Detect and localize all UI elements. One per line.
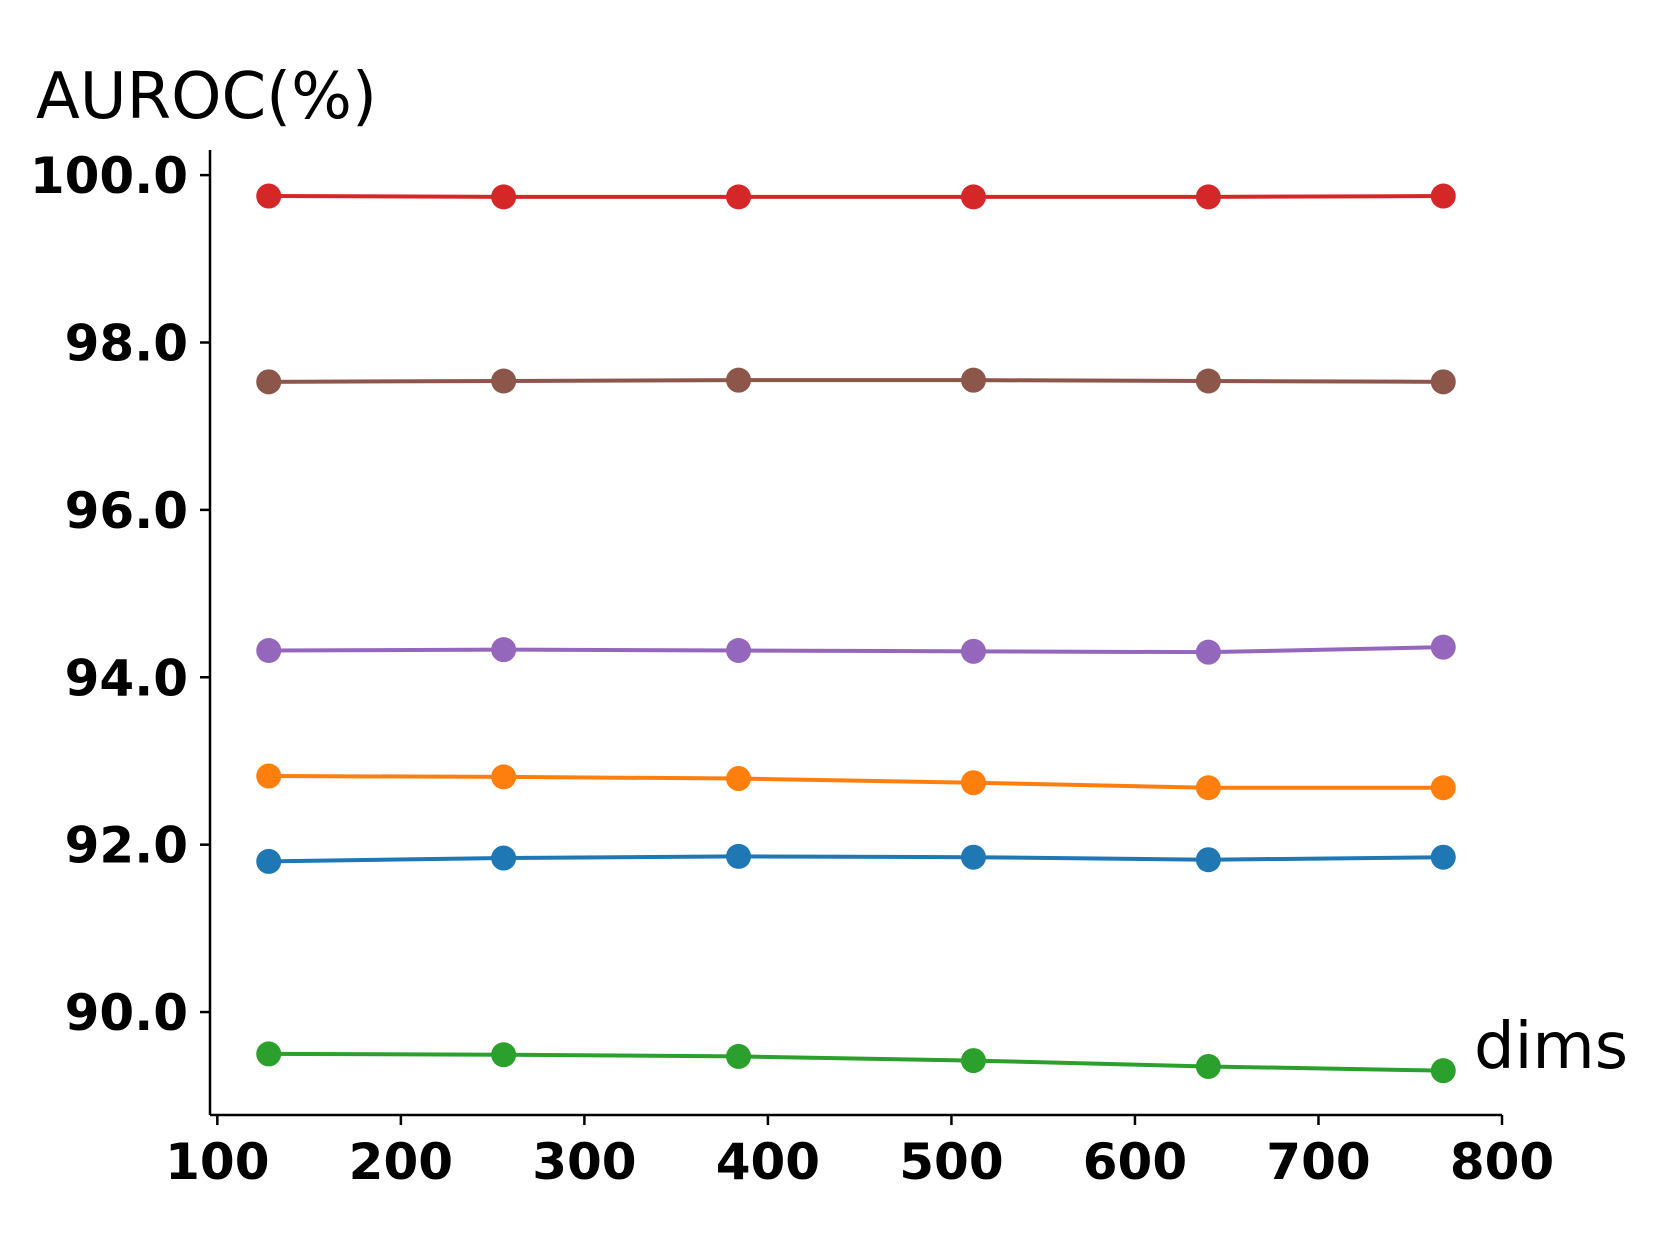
series-line xyxy=(268,194,1444,199)
y-tick-label: 96.0 xyxy=(65,482,188,540)
series-point xyxy=(491,845,517,871)
series-6 xyxy=(256,1041,1456,1084)
y-tick-label: 90.0 xyxy=(65,984,188,1042)
series-point xyxy=(1195,639,1221,665)
series-1 xyxy=(256,183,1456,210)
series-line xyxy=(268,774,1444,790)
series-point xyxy=(726,184,752,210)
series-layer xyxy=(256,183,1456,1084)
series-point xyxy=(1195,847,1221,873)
series-point xyxy=(960,770,986,796)
series-point xyxy=(491,184,517,210)
series-point xyxy=(1195,184,1221,210)
series-point xyxy=(256,637,282,663)
series-point xyxy=(960,844,986,870)
series-point xyxy=(1195,775,1221,801)
series-point xyxy=(491,637,517,663)
series-point xyxy=(256,763,282,789)
x-axis-label: dims xyxy=(1474,1010,1628,1084)
series-point xyxy=(726,367,752,393)
x-tick-label: 200 xyxy=(349,1133,453,1191)
series-point xyxy=(960,638,986,664)
series-point xyxy=(1430,775,1456,801)
x-tick-label: 400 xyxy=(716,1133,820,1191)
series-point xyxy=(1430,1058,1456,1084)
y-tick-label: 100.0 xyxy=(30,147,188,205)
series-point xyxy=(960,367,986,393)
series-point xyxy=(256,1041,282,1067)
x-tick-label: 500 xyxy=(899,1133,1003,1191)
series-line xyxy=(268,854,1444,864)
x-tick-label: 700 xyxy=(1266,1133,1370,1191)
series-point xyxy=(491,1042,517,1068)
series-point xyxy=(960,1048,986,1074)
series-3 xyxy=(256,634,1456,665)
x-tick-label: 100 xyxy=(165,1133,269,1191)
series-point xyxy=(1430,634,1456,660)
series-point xyxy=(491,764,517,790)
series-point xyxy=(726,766,752,792)
series-point xyxy=(491,368,517,394)
x-tick-label: 300 xyxy=(532,1133,636,1191)
y-tick-label: 92.0 xyxy=(65,817,188,875)
series-point xyxy=(726,1043,752,1069)
series-point xyxy=(256,369,282,395)
series-point xyxy=(1430,369,1456,395)
x-tick-label: 800 xyxy=(1450,1133,1554,1191)
series-point xyxy=(1195,1053,1221,1079)
axes-layer xyxy=(208,150,1502,1117)
series-point xyxy=(960,184,986,210)
series-5 xyxy=(256,843,1456,874)
series-point xyxy=(1430,844,1456,870)
series-2 xyxy=(256,367,1456,395)
series-line xyxy=(268,378,1444,384)
series-point xyxy=(256,183,282,209)
series-point xyxy=(1195,368,1221,394)
series-line xyxy=(268,1051,1444,1073)
series-4 xyxy=(256,763,1456,801)
series-point xyxy=(256,848,282,874)
x-tick-label: 600 xyxy=(1083,1133,1187,1191)
y-tick-label: 94.0 xyxy=(65,649,188,707)
series-point xyxy=(1430,183,1456,209)
series-line xyxy=(268,645,1444,655)
series-point xyxy=(726,843,752,869)
ticks-layer: 90.0 92.0 94.0 96.0 98.0 100.0 100 200 300 400 500… xyxy=(30,147,1554,1191)
series-point xyxy=(726,637,752,663)
y-axis-label: AUROC(%) xyxy=(36,60,377,134)
y-tick-label: 98.0 xyxy=(65,314,188,372)
